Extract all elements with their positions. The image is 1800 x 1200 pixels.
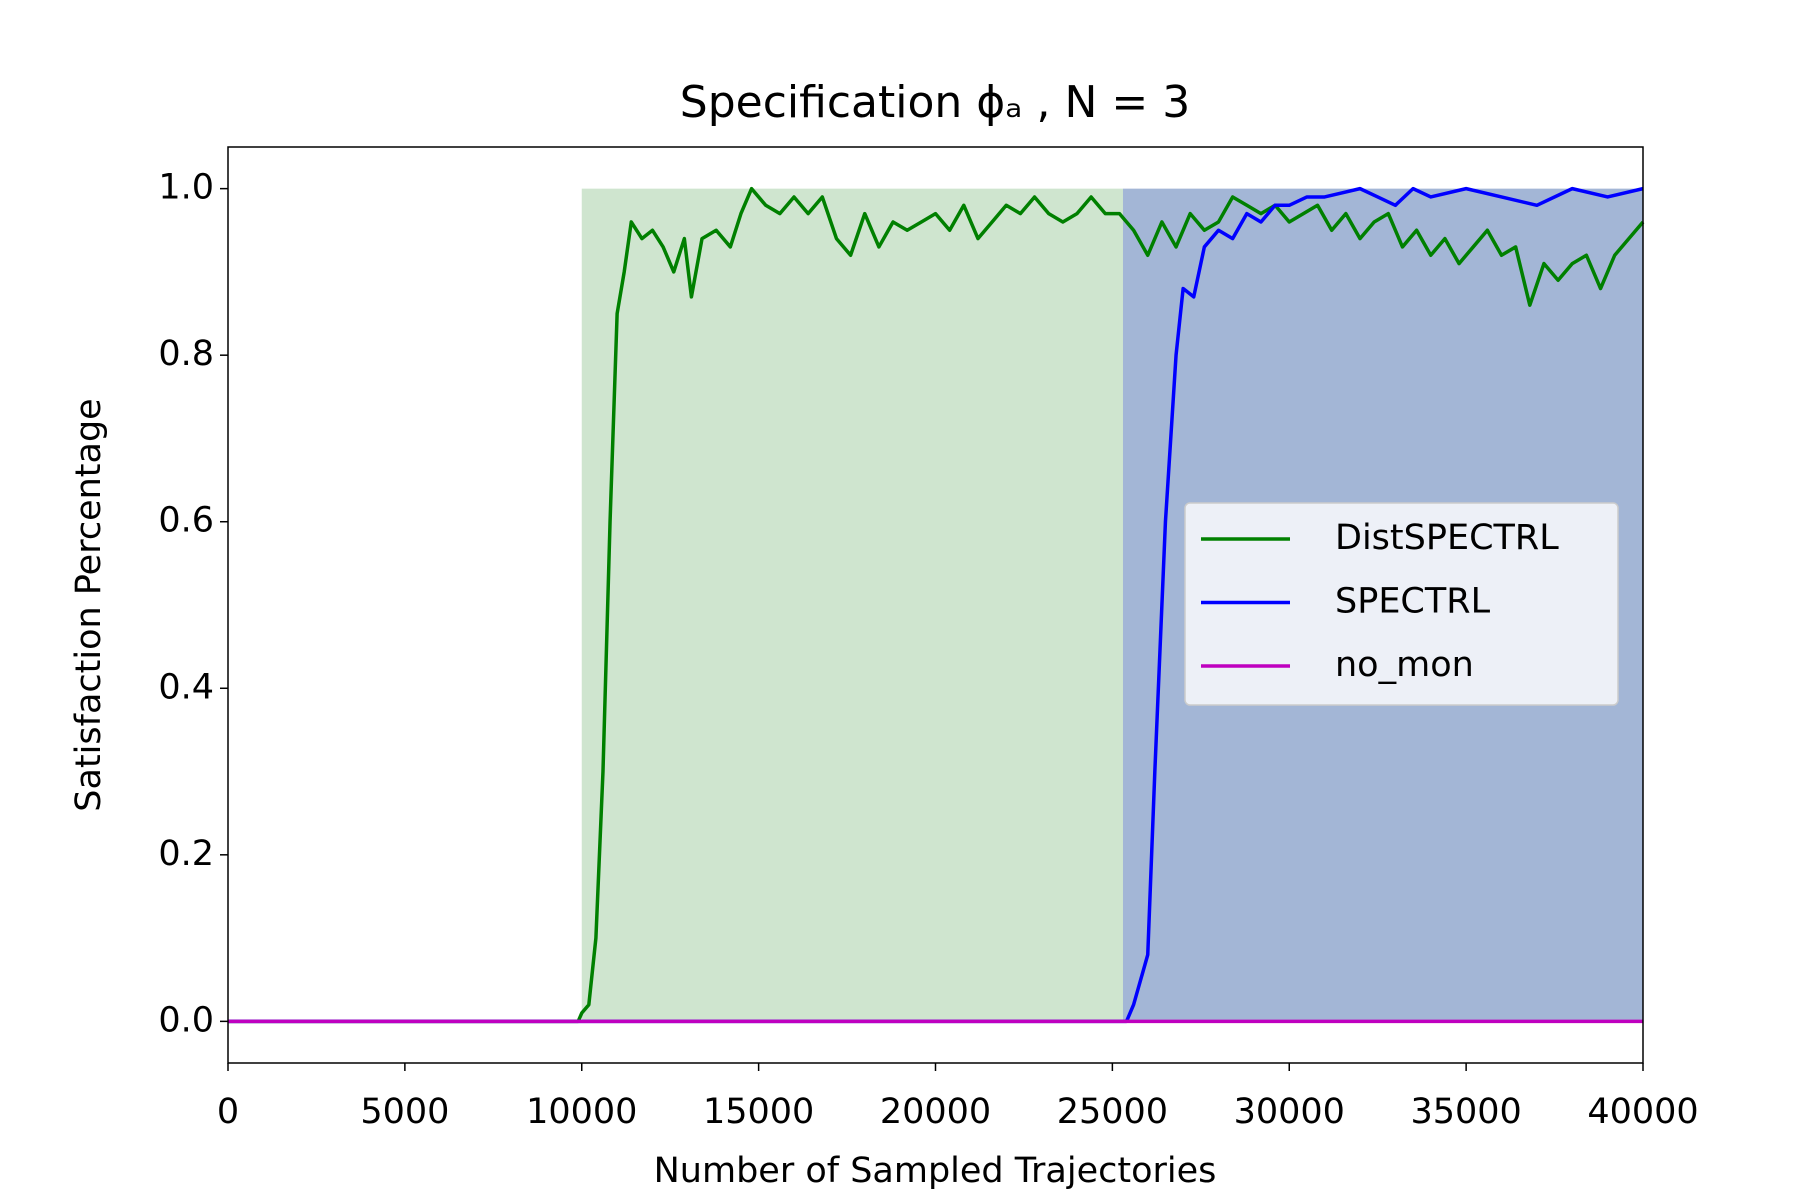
- legend-label: SPECTRL: [1335, 582, 1491, 622]
- x-tick-label: 10000: [526, 1092, 637, 1132]
- x-tick-label: 15000: [703, 1092, 814, 1132]
- legend-label: DistSPECTRL: [1335, 518, 1559, 558]
- y-tick-label: 0.2: [158, 834, 214, 874]
- x-tick-label: 5000: [360, 1092, 449, 1132]
- legend-label: no_mon: [1335, 645, 1474, 685]
- y-tick-label: 0.0: [158, 1000, 214, 1040]
- x-tick-label: 40000: [1587, 1092, 1698, 1132]
- y-axis-label: Satisfaction Percentage: [69, 398, 109, 811]
- plot-frame: [227, 146, 1644, 1064]
- y-tick-label: 1.0: [158, 168, 214, 208]
- legend-box: [1184, 502, 1619, 706]
- y-tick-label: 0.6: [158, 501, 214, 541]
- legend: DistSPECTRL SPECTRL no_mon: [1184, 502, 1619, 706]
- x-tick-label: 25000: [1057, 1092, 1168, 1132]
- chart-title: Specification ϕₐ , N = 3: [680, 77, 1190, 128]
- x-tick-label: 30000: [1234, 1092, 1345, 1132]
- y-tick-label: 0.8: [158, 334, 214, 374]
- x-axis-label: Number of Sampled Trajectories: [654, 1151, 1217, 1191]
- x-tick-label: 35000: [1410, 1092, 1521, 1132]
- data-line: [228, 186, 1645, 1024]
- x-tick-label: 20000: [880, 1092, 991, 1132]
- x-tick-label: 0: [217, 1092, 239, 1132]
- y-tick-label: 0.4: [158, 667, 214, 707]
- data-line: [228, 186, 1644, 1024]
- shaded-band: [581, 188, 1123, 1022]
